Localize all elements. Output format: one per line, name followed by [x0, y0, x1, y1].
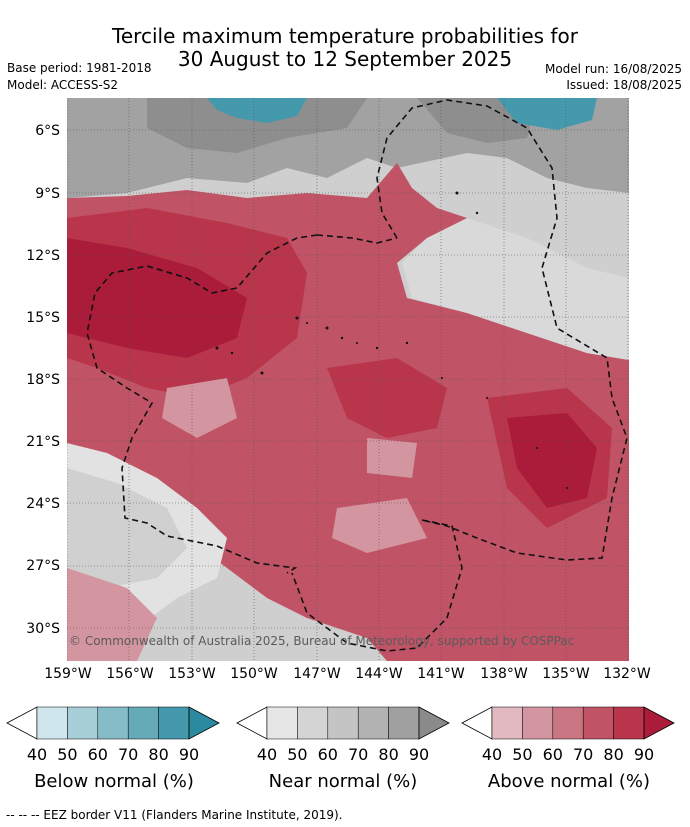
lat-label: 9°S: [35, 186, 60, 202]
colorbar-segment: [127, 706, 159, 740]
lat-label: 6°S: [35, 123, 60, 139]
island-dots: [215, 191, 568, 489]
colorbar-below-normal: [6, 706, 220, 740]
lon-label: 141°W: [417, 666, 465, 682]
colorbar-segment: [158, 706, 190, 740]
model-run-date: Model run: 16/08/2025: [544, 62, 682, 76]
lon-label: 138°W: [480, 666, 528, 682]
above-normal-light-3: [332, 498, 427, 553]
map-title-line2: 30 August to 12 September 2025: [177, 47, 513, 71]
below-normal-region-west: [207, 98, 307, 123]
near-normal-highest-region: [147, 98, 367, 153]
lon-label: 135°W: [542, 666, 590, 682]
colorbar-tick-label: 90: [633, 745, 655, 764]
lon-label: 132°W: [603, 666, 651, 682]
base-period: Base period: 1981-2018: [7, 61, 152, 75]
colorbar-segment: [67, 706, 99, 740]
colorbar-tick-label: 60: [542, 745, 563, 764]
legend-near-label: Near normal (%): [268, 771, 418, 792]
legend-below-label: Below normal (%): [34, 771, 194, 792]
lon-label: 153°W: [168, 666, 216, 682]
colorbar-extend-low: [461, 706, 493, 740]
lat-label: 15°S: [26, 310, 60, 326]
colorbar-tick-label: 90: [408, 745, 430, 764]
above-normal-light-southwest: [67, 568, 157, 661]
lon-label: 150°W: [230, 666, 278, 682]
colorbar-segment: [613, 706, 645, 740]
colorbar-tick-label: 70: [348, 745, 369, 764]
colorbar-tick-label: 70: [118, 745, 139, 764]
copyright-notice: © Commonwealth of Australia 2025, Bureau…: [69, 634, 575, 648]
lon-label: 156°W: [106, 666, 154, 682]
lat-label: 12°S: [26, 248, 60, 264]
above-normal-light-2: [367, 438, 417, 478]
legend-colorbars: [6, 706, 675, 740]
colorbar-near-normal: [236, 706, 450, 740]
model-name: Model: ACCESS-S2: [7, 78, 119, 92]
colorbar-extend-low: [6, 706, 38, 740]
colorbar-tick-label: 60: [87, 745, 108, 764]
colorbar-tick-label: 50: [512, 745, 533, 764]
above-normal-light-1: [162, 378, 237, 438]
below-normal-region-east: [497, 98, 597, 130]
colorbar-tick-label: 80: [378, 745, 399, 764]
eez-source-note: -- -- -- EEZ border V11 (Flanders Marine…: [6, 808, 343, 822]
lon-label: 159°W: [44, 666, 92, 682]
colorbar-tick-label: 80: [603, 745, 624, 764]
map-canvas: [67, 98, 629, 661]
colorbar-segment: [357, 706, 389, 740]
above-normal-strongest-east: [507, 413, 597, 508]
near-normal-southwest-inner: [67, 468, 187, 588]
colorbar-extend-high: [418, 706, 450, 740]
lat-label: 30°S: [26, 621, 60, 637]
lat-label: 18°S: [26, 372, 60, 388]
probability-map: © Commonwealth of Australia 2025, Bureau…: [67, 98, 629, 661]
legend-above-label: Above normal (%): [487, 771, 651, 792]
colorbar-segment: [97, 706, 129, 740]
lon-label: 144°W: [355, 666, 403, 682]
colorbar-segment: [522, 706, 554, 740]
lat-label: 21°S: [26, 434, 60, 450]
above-normal-strongest-west: [67, 238, 247, 358]
colorbar-tick-label: 60: [317, 745, 338, 764]
colorbar-segment: [582, 706, 614, 740]
issued-date: Issued: 18/08/2025: [566, 78, 682, 92]
colorbar-extend-high: [188, 706, 220, 740]
near-normal-east-band: [402, 218, 629, 360]
lat-label: 27°S: [26, 558, 60, 574]
lon-label: 147°W: [293, 666, 341, 682]
colorbar-segment: [297, 706, 329, 740]
colorbar-tick-label: 40: [26, 745, 48, 764]
colorbar-segment: [36, 706, 68, 740]
colorbar-tick-label: 40: [256, 745, 278, 764]
colorbar-segment: [491, 706, 523, 740]
eez-borders: [86, 99, 628, 652]
colorbar-tick-label: 50: [57, 745, 78, 764]
colorbar-tick-label: 80: [148, 745, 169, 764]
lat-label: 24°S: [26, 496, 60, 512]
colorbar-tick-label: 90: [178, 745, 200, 764]
colorbar-segment: [388, 706, 420, 740]
colorbar-segment: [552, 706, 584, 740]
colorbar-segment: [266, 706, 298, 740]
colorbar-tick-label: 50: [287, 745, 308, 764]
colorbar-above-normal: [461, 706, 675, 740]
map-title-line1: Tercile maximum temperature probabilitie…: [112, 24, 578, 48]
colorbar-tick-label: 70: [573, 745, 594, 764]
colorbar-tick-label: 40: [481, 745, 503, 764]
above-normal-strong-central: [327, 358, 447, 438]
colorbar-extend-low: [236, 706, 268, 740]
colorbar-extend-high: [643, 706, 675, 740]
colorbar-segment: [327, 706, 359, 740]
